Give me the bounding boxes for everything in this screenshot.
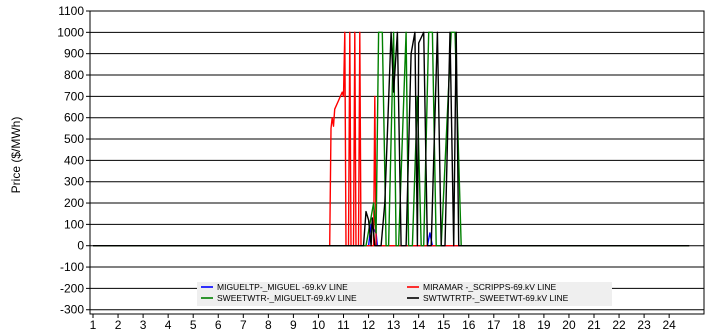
y-axis-label: Price ($/MWh) bbox=[9, 117, 23, 194]
series-line-1 bbox=[93, 223, 690, 247]
x-tick-label: 20 bbox=[562, 318, 576, 331]
y-tick-label: 900 bbox=[64, 47, 84, 61]
plot-frame bbox=[89, 10, 705, 315]
y-tick-label: 200 bbox=[64, 196, 84, 210]
series-group bbox=[93, 31, 690, 247]
x-tick-label: 18 bbox=[512, 318, 526, 331]
y-tick-label: 500 bbox=[64, 132, 84, 146]
x-tick-label: 14 bbox=[412, 318, 426, 331]
y-tick-label: 400 bbox=[64, 153, 84, 167]
x-tick-label: 11 bbox=[337, 318, 350, 331]
x-tick-label: 1 bbox=[90, 318, 97, 331]
y-tick-label: -100 bbox=[60, 260, 84, 274]
y-tick-label: 700 bbox=[64, 89, 84, 103]
x-tick-label: 15 bbox=[437, 318, 451, 331]
grid-lines bbox=[90, 10, 704, 311]
y-tick-label: 800 bbox=[64, 68, 84, 82]
y-tick-label: 600 bbox=[64, 111, 84, 125]
x-tick-label: 5 bbox=[190, 318, 197, 331]
x-tick-label: 22 bbox=[612, 318, 626, 331]
legend-box bbox=[197, 282, 612, 306]
x-tick-label: 10 bbox=[312, 318, 326, 331]
x-tick-label: 7 bbox=[240, 318, 247, 331]
y-tick-label: 100 bbox=[64, 217, 84, 231]
x-tick-label: 23 bbox=[637, 318, 651, 331]
legend-label: SWTWTRTP-_SWEETWT-69.kV LINE bbox=[423, 293, 569, 303]
x-tick-label: 13 bbox=[387, 318, 401, 331]
x-tick-label: 21 bbox=[587, 318, 601, 331]
x-tick-label: 4 bbox=[165, 318, 172, 331]
x-tick-label: 24 bbox=[662, 318, 676, 331]
legend-label: MIGUELTP-_MIGUEL -69.kV LINE bbox=[217, 282, 348, 292]
y-tick-label: -200 bbox=[60, 281, 84, 295]
x-tick-label: 16 bbox=[462, 318, 476, 331]
legend: MIGUELTP-_MIGUEL -69.kV LINE MIRAMAR -_SC… bbox=[197, 282, 612, 306]
y-tick-label: 300 bbox=[64, 175, 84, 189]
x-tick-label: 9 bbox=[290, 318, 297, 331]
legend-label: MIRAMAR -_SCRIPPS-69.kV LINE bbox=[423, 282, 557, 292]
y-tick-label: 0 bbox=[77, 239, 84, 253]
y-tick-label: -300 bbox=[60, 303, 84, 317]
y-axis-ticks: 110010009008007006005004003002001000-100… bbox=[57, 4, 90, 317]
x-tick-label: 2 bbox=[115, 318, 122, 331]
legend-label: SWEETWTR-_MIGUELT-69.kV LINE bbox=[217, 293, 357, 303]
x-axis-ticks: 1 2 3 4 5 6 7 8 9 10 11 12 13 14 15 16 17 18 19 20 21 22 23 24 bbox=[90, 314, 676, 331]
x-tick-label: 3 bbox=[140, 318, 147, 331]
x-tick-label: 17 bbox=[487, 318, 501, 331]
y-tick-label: 1100 bbox=[58, 4, 84, 18]
x-tick-label: 8 bbox=[265, 318, 272, 331]
y-tick-label: 1000 bbox=[57, 25, 84, 39]
x-tick-label: 19 bbox=[537, 318, 551, 331]
x-tick-label: 6 bbox=[215, 318, 222, 331]
series-line-4 bbox=[93, 31, 690, 247]
x-tick-label: 12 bbox=[362, 318, 376, 331]
